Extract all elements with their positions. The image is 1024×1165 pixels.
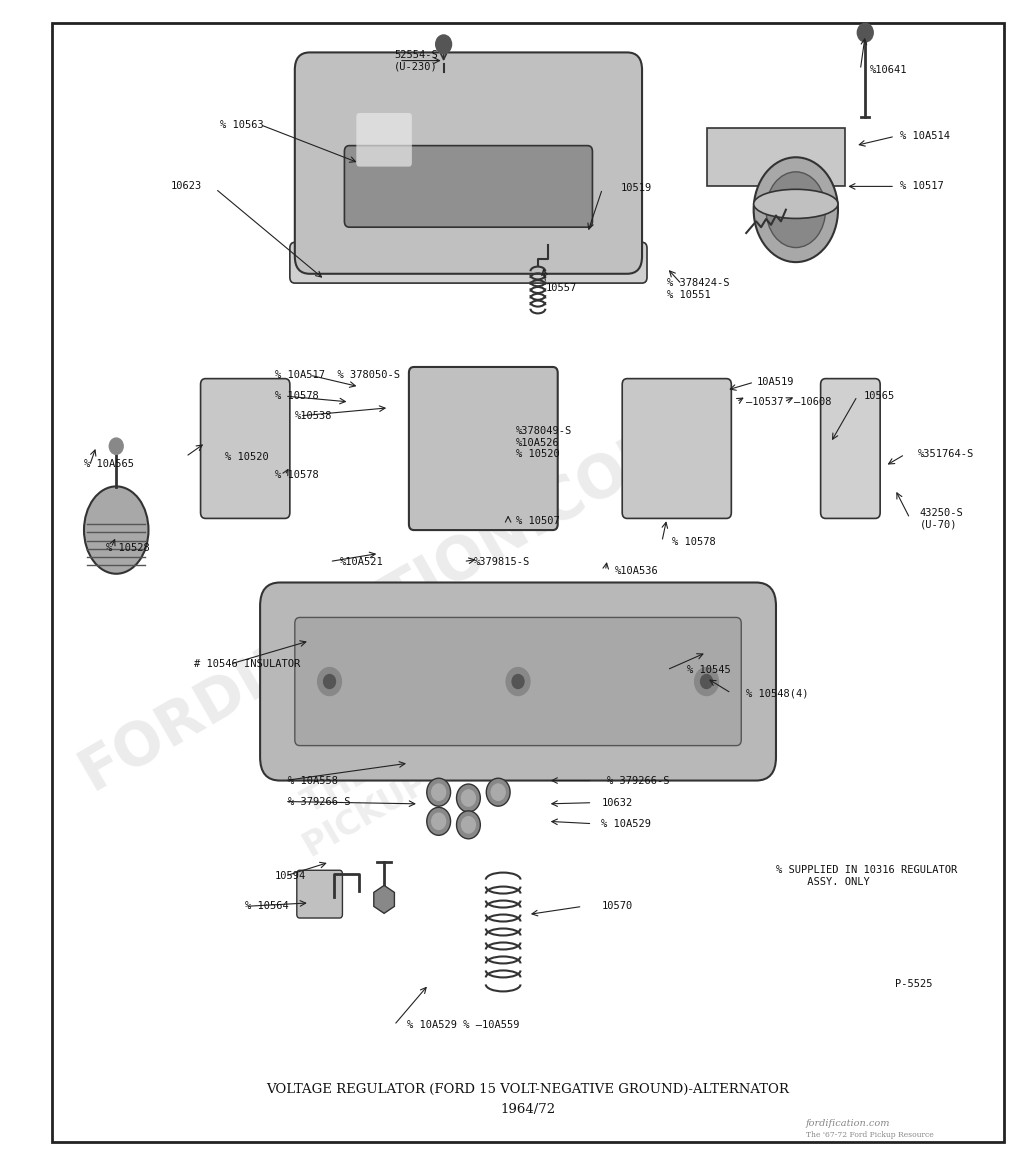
Ellipse shape [754,157,838,262]
Text: % SUPPLIED IN 10316 REGULATOR
     ASSY. ONLY: % SUPPLIED IN 10316 REGULATOR ASSY. ONLY [776,866,957,887]
FancyBboxPatch shape [344,146,593,227]
Ellipse shape [84,487,148,573]
Text: % 10578: % 10578 [275,391,318,401]
Text: 10A519: 10A519 [757,377,795,387]
Text: % 10A529 % —10A559: % 10A529 % —10A559 [407,1021,519,1030]
Text: % 10564: % 10564 [245,902,289,911]
Text: %10538: %10538 [295,411,333,421]
FancyBboxPatch shape [409,367,558,530]
Circle shape [506,668,530,696]
Text: —10608: —10608 [794,397,831,407]
Text: 10570: 10570 [601,902,633,911]
Text: 43250-S
(U-70): 43250-S (U-70) [920,508,964,529]
Text: % 379266-S: % 379266-S [607,776,670,785]
Circle shape [317,668,341,696]
Text: 10557: 10557 [546,283,578,292]
Polygon shape [374,885,394,913]
Text: %379815-S: %379815-S [473,557,529,566]
Text: 52554-S
(U-230): 52554-S (U-230) [394,50,438,71]
Circle shape [110,438,123,454]
Text: % 10A565: % 10A565 [84,459,133,468]
Circle shape [462,790,475,806]
Text: % 10548(4): % 10548(4) [746,689,809,698]
Text: % 379266-S: % 379266-S [288,797,350,806]
Text: THE 67-72 FORD
PICKUP RESOURCE: THE 67-72 FORD PICKUP RESOURCE [279,627,618,864]
FancyBboxPatch shape [295,617,741,746]
Text: # 10546 INSULATOR: # 10546 INSULATOR [194,659,300,669]
Text: %351764-S: %351764-S [918,450,974,459]
Circle shape [492,784,505,800]
Circle shape [457,784,480,812]
FancyBboxPatch shape [290,242,647,283]
FancyBboxPatch shape [356,113,412,167]
Text: % 10A558: % 10A558 [288,776,338,785]
Text: %10A521: %10A521 [340,557,383,566]
FancyBboxPatch shape [260,582,776,781]
Text: % 10578: % 10578 [672,537,716,546]
FancyBboxPatch shape [707,128,846,186]
Circle shape [324,675,336,689]
Circle shape [427,807,451,835]
Text: 1964/72: 1964/72 [501,1102,555,1116]
Text: —10537: —10537 [746,397,783,407]
Text: 10623: 10623 [171,182,202,191]
Text: %378049-S
%10A526
% 10520: %378049-S %10A526 % 10520 [516,426,572,459]
Circle shape [462,817,475,833]
Circle shape [486,778,510,806]
Circle shape [432,784,445,800]
Text: % 10A529: % 10A529 [601,819,651,828]
Text: % 10507: % 10507 [516,516,560,525]
FancyBboxPatch shape [623,379,731,518]
Text: fordification.com: fordification.com [806,1118,890,1128]
Circle shape [700,675,713,689]
Ellipse shape [766,172,825,248]
Text: % 10A514: % 10A514 [900,132,950,141]
Text: % 10545: % 10545 [687,665,730,675]
Text: %10A536: %10A536 [615,566,659,576]
Text: % 378424-S
% 10551: % 378424-S % 10551 [667,278,729,299]
FancyBboxPatch shape [297,870,342,918]
Text: % 10528: % 10528 [106,543,151,552]
Text: The '67-72 Ford Pickup Resource: The '67-72 Ford Pickup Resource [806,1131,934,1138]
Text: % 10578: % 10578 [275,471,318,480]
Text: VOLTAGE REGULATOR (FORD 15 VOLT-NEGATIVE GROUND)-ALTERNATOR: VOLTAGE REGULATOR (FORD 15 VOLT-NEGATIVE… [266,1082,790,1096]
Circle shape [512,675,524,689]
FancyBboxPatch shape [201,379,290,518]
Text: % 10563: % 10563 [220,120,264,129]
FancyBboxPatch shape [820,379,881,518]
Text: 10632: 10632 [601,798,633,807]
Text: FORDIFICATION.COM: FORDIFICATION.COM [70,410,689,802]
Circle shape [694,668,719,696]
Text: % 10520: % 10520 [225,452,269,461]
Text: % 10517: % 10517 [900,182,944,191]
Circle shape [457,811,480,839]
Circle shape [427,778,451,806]
Circle shape [432,813,445,829]
Text: P-5525: P-5525 [895,980,933,989]
Text: 10519: 10519 [621,183,651,192]
FancyBboxPatch shape [295,52,642,274]
Circle shape [857,23,873,42]
Text: 10565: 10565 [863,391,895,401]
Circle shape [435,35,452,54]
Text: % 10A517  % 378050-S: % 10A517 % 378050-S [275,370,400,380]
Ellipse shape [754,190,838,219]
Text: %10641: %10641 [870,65,907,75]
Text: 10594: 10594 [275,871,306,881]
